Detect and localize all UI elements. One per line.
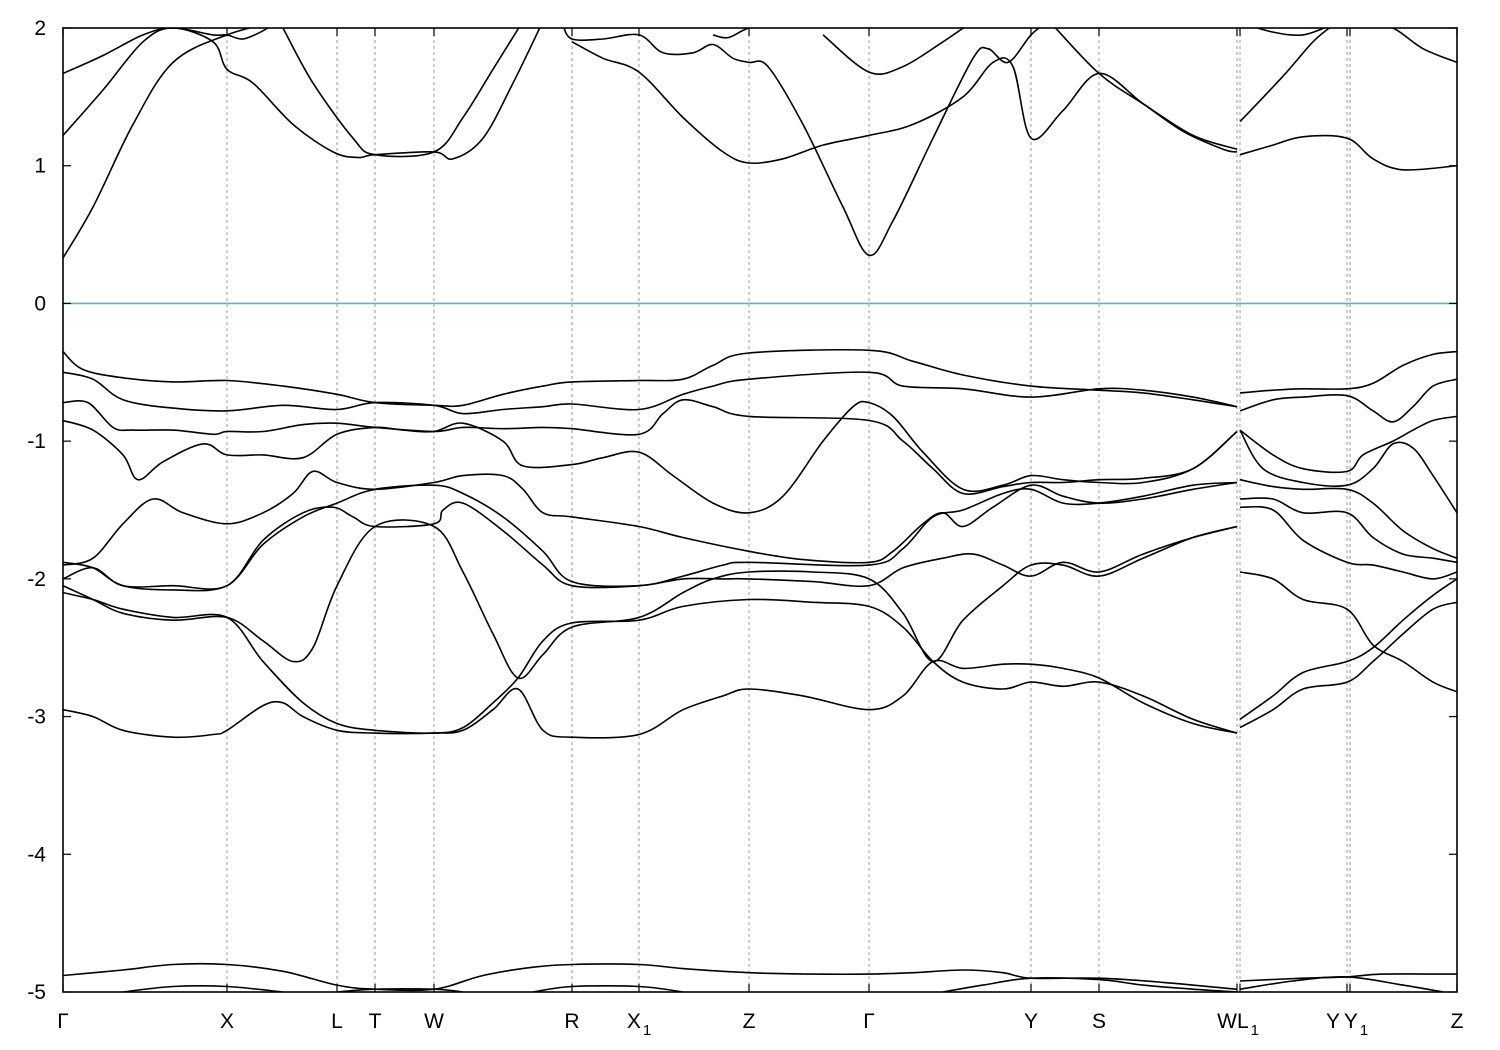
band-lines bbox=[63, 28, 1457, 992]
x-tick-label-main: L bbox=[331, 1010, 343, 1033]
y-tick-label: 1 bbox=[34, 155, 46, 178]
y-tick-label: -5 bbox=[27, 981, 46, 1004]
band-line bbox=[1239, 478, 1457, 559]
x-tick-label-main: L bbox=[1237, 1010, 1249, 1033]
plot-frame bbox=[62, 27, 1458, 993]
x-tick-label-main: Γ bbox=[57, 1010, 69, 1033]
band-line bbox=[63, 591, 1238, 734]
x-tick-label-main: Γ bbox=[863, 1010, 875, 1033]
band-line bbox=[942, 977, 1238, 992]
band-line bbox=[336, 988, 464, 992]
band-line bbox=[63, 28, 270, 75]
band-line bbox=[122, 985, 284, 992]
band-line bbox=[63, 400, 1238, 514]
x-tick-label: S bbox=[1092, 1010, 1106, 1033]
y-tick-label: -2 bbox=[27, 568, 46, 591]
band-line bbox=[1239, 601, 1457, 729]
y-tick-label: -4 bbox=[27, 843, 46, 866]
band-line bbox=[63, 371, 1238, 415]
x-tick-label-main: Y bbox=[1024, 1010, 1038, 1033]
y-tick-label: -3 bbox=[27, 706, 46, 729]
x-tick-label-main: Z bbox=[1451, 1010, 1464, 1033]
band-line bbox=[1239, 378, 1457, 423]
y-tick-label: -1 bbox=[27, 430, 46, 453]
x-tick-label-main: X bbox=[220, 1010, 234, 1033]
x-tick-label: Γ bbox=[863, 1010, 875, 1033]
x-tick-label: R bbox=[564, 1010, 579, 1033]
band-line bbox=[1239, 28, 1331, 123]
band-line bbox=[63, 348, 1238, 408]
x-tick-label-main: Z bbox=[743, 1010, 756, 1033]
band-line bbox=[822, 28, 965, 75]
band-line bbox=[1239, 975, 1444, 992]
x-tick-label: X bbox=[220, 1010, 234, 1033]
x-tick-label-main: Y bbox=[1326, 1010, 1340, 1033]
band-line bbox=[563, 28, 1041, 257]
band-line bbox=[1054, 28, 1238, 150]
x-tick-label: Z bbox=[1451, 1010, 1464, 1033]
band-line bbox=[63, 962, 1238, 992]
x-tick-label-sub: 1 bbox=[1360, 1022, 1368, 1039]
x-tick-label: T bbox=[369, 1010, 382, 1033]
x-tick-label-sub: 1 bbox=[1251, 1022, 1259, 1039]
x-tick-label-main: Y bbox=[1344, 1010, 1358, 1033]
band-line bbox=[63, 28, 541, 160]
band-line bbox=[1239, 571, 1457, 693]
band-line bbox=[1254, 28, 1457, 64]
x-tick-label: Z bbox=[743, 1010, 756, 1033]
x-tick-label: Y bbox=[1326, 1010, 1340, 1033]
x-tick-label: Γ bbox=[57, 1010, 69, 1033]
y-axis-ticks: -5 -4 -3 -2 -1 0 1 2 bbox=[27, 17, 1457, 1004]
band-line bbox=[63, 398, 1238, 495]
band-line bbox=[1239, 578, 1457, 720]
band-line bbox=[712, 28, 753, 39]
band-line bbox=[1239, 350, 1457, 394]
x-tick-label-main: W bbox=[424, 1010, 444, 1033]
x-tick-label-main: R bbox=[564, 1010, 579, 1033]
band-line bbox=[282, 28, 520, 158]
x-tick-label-main: S bbox=[1092, 1010, 1106, 1033]
band-line bbox=[63, 501, 1238, 590]
band-line bbox=[63, 659, 1238, 739]
x-tick-label: Y bbox=[1024, 1010, 1038, 1033]
kpoint-grid-lines bbox=[226, 28, 1351, 992]
y-tick-label: 0 bbox=[34, 292, 46, 315]
band-line bbox=[532, 985, 684, 992]
x-tick-label-main: T bbox=[369, 1010, 382, 1033]
band-line bbox=[63, 28, 253, 259]
band-line bbox=[1239, 429, 1457, 514]
band-line bbox=[1239, 134, 1457, 171]
y-tick-label: 2 bbox=[34, 17, 46, 40]
x-tick-label-main: W bbox=[1217, 1010, 1237, 1033]
band-line bbox=[1239, 415, 1457, 474]
x-tick-label-sub: 1 bbox=[643, 1022, 651, 1039]
band-line bbox=[63, 519, 1238, 680]
x-tick-label: W bbox=[424, 1010, 444, 1033]
band-line bbox=[1239, 505, 1457, 580]
band-line bbox=[63, 470, 1238, 566]
x-tick-label: L bbox=[331, 1010, 343, 1033]
band-line bbox=[571, 41, 1238, 165]
x-tick-label: W bbox=[1217, 1010, 1237, 1033]
band-line bbox=[1239, 497, 1457, 564]
x-tick-label-main: X bbox=[627, 1010, 641, 1033]
